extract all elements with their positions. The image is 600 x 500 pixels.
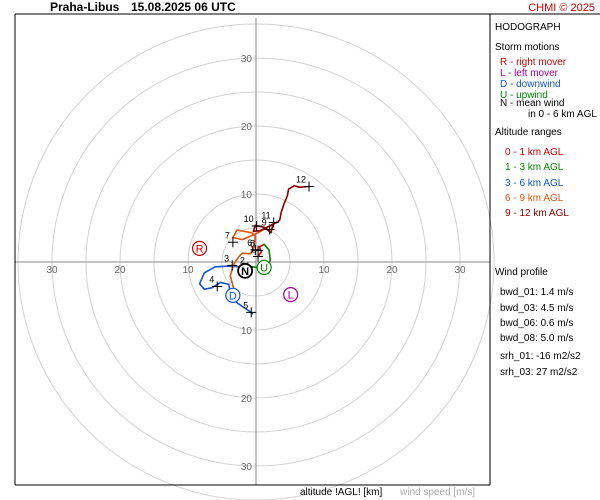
height-label-9: 9: [262, 217, 267, 227]
alt-6-9: 6 - 9 km AGL: [505, 193, 564, 204]
storm-motion-D: [225, 287, 241, 303]
height-label-8: 8: [250, 238, 255, 248]
tick-up-30: 30: [241, 54, 253, 65]
hodograph-segment-0: [257, 243, 266, 258]
hodograph-segment-3: [229, 223, 274, 289]
height-label-7: 7: [225, 230, 230, 240]
alt-0-1: 0 - 1 km AGL: [505, 147, 564, 158]
storm-motion-label-U: U: [260, 262, 268, 274]
height-label-11: 11: [261, 211, 270, 221]
height-label-3: 3: [224, 253, 229, 263]
datetime: 15.08.2025 06 UTC: [131, 0, 236, 14]
tick-up-10: 10: [241, 190, 253, 201]
storm-motion-N: [237, 262, 254, 279]
storm-L: L - left mover: [500, 68, 559, 79]
storm-motion-label-D: D: [229, 290, 237, 302]
storm-title: Storm motions: [495, 42, 559, 53]
height-cross-5: [246, 307, 257, 318]
height-cross-8: [253, 245, 264, 256]
height-cross-3: [227, 260, 238, 271]
tick-right-30: 30: [454, 265, 466, 276]
storm-N: N - mean wind: [500, 98, 564, 109]
tick-right-10: 10: [318, 265, 330, 276]
height-cross-11: [268, 217, 279, 228]
hodograph-segment-2: [198, 265, 254, 315]
height-cross-4: [212, 281, 223, 292]
tick-labels: 10 10 10 10 20 20 20 20 30 30 30 30: [46, 54, 466, 473]
tick-right-20: 20: [386, 265, 398, 276]
height-cross-12: [304, 181, 315, 192]
storm-motion-markers: R L D UN: [191, 240, 299, 303]
tick-down-10: 10: [241, 326, 253, 337]
storm-motion-U: [256, 259, 272, 276]
tick-up-20: 20: [241, 122, 253, 133]
height-cross-10: [251, 220, 262, 231]
srh-01: srh_01: -16 m2/s2: [500, 351, 581, 362]
height-label-5: 5: [243, 300, 248, 310]
speed-label: wind speed [m/s]: [399, 487, 475, 498]
tick-left-20: 20: [114, 265, 126, 276]
storm-D: D - downwind: [500, 79, 561, 90]
height-cross-9: [264, 224, 275, 235]
bwd-08: bwd_08: 5.0 m/s: [500, 333, 573, 344]
bwd-03: bwd_03: 4.5 m/s: [500, 303, 573, 314]
tick-left-30: 30: [46, 265, 58, 276]
alt-title: Altitude ranges: [495, 127, 562, 138]
bwd-06: bwd_06: 0.6 m/s: [500, 318, 573, 329]
alt-1-3: 1 - 3 km AGL: [505, 162, 564, 173]
bwd-01: bwd_01: 1.4 m/s: [500, 287, 573, 298]
chart-axes: [15, 18, 490, 485]
storm-motion-L: [283, 287, 299, 303]
storm-N-sub: in 0 - 6 km AGL: [528, 109, 597, 120]
storm-motion-label-N: N: [241, 266, 249, 278]
storm-R: R - right mover: [500, 57, 567, 68]
profile-title: Wind profile: [495, 267, 548, 278]
height-markers: 123456789101112: [209, 175, 315, 318]
tick-down-20: 20: [241, 394, 253, 405]
panel-title: HODOGRAPH: [495, 22, 561, 33]
tick-left-10: 10: [182, 265, 194, 276]
storm-U: U - upwind: [500, 90, 548, 101]
station-name: Praha-Libus: [50, 0, 120, 14]
storm-motion-label-R: R: [196, 243, 204, 255]
height-label-6: 6: [247, 238, 252, 248]
storm-motion-label-L: L: [288, 290, 294, 302]
alt-9-12: 9 - 12 km AGL: [505, 208, 569, 219]
height-label-4: 4: [209, 274, 214, 284]
alt-3-6: 3 - 6 km AGL: [505, 178, 564, 189]
height-cross-7: [227, 237, 238, 248]
height-label-12: 12: [296, 175, 306, 185]
height-cross-6: [250, 244, 261, 255]
height-label-2: 2: [240, 255, 245, 265]
storm-motion-R: [191, 240, 208, 256]
copyright: CHMI © 2025: [528, 2, 595, 14]
height-label-10: 10: [244, 214, 254, 224]
altitude-label: altitude !AGL! [km]: [300, 487, 382, 498]
tick-down-30: 30: [241, 462, 253, 473]
srh-03: srh_03: 27 m2/s2: [500, 367, 578, 378]
